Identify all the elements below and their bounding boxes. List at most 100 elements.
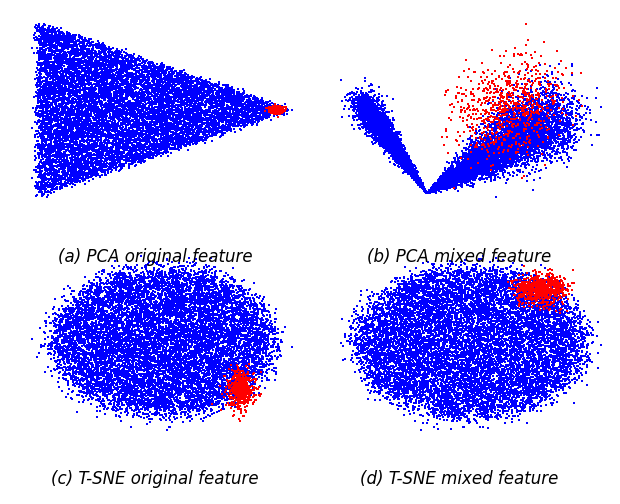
Point — [236, 105, 246, 113]
Point — [402, 165, 412, 173]
Point — [536, 290, 546, 298]
Point — [180, 142, 190, 150]
Point — [193, 351, 203, 359]
Point — [505, 321, 515, 329]
Point — [272, 105, 282, 113]
Point — [443, 178, 453, 186]
Point — [109, 135, 119, 143]
Point — [440, 176, 450, 184]
Point — [73, 352, 82, 360]
Point — [99, 372, 108, 380]
Point — [533, 106, 543, 114]
Point — [257, 301, 267, 309]
Point — [88, 146, 98, 154]
Point — [570, 345, 580, 353]
Point — [100, 362, 110, 370]
Point — [442, 331, 452, 339]
Point — [54, 374, 64, 382]
Point — [440, 182, 450, 190]
Point — [133, 352, 143, 360]
Point — [519, 371, 529, 380]
Point — [81, 93, 91, 101]
Point — [471, 167, 480, 175]
Point — [161, 360, 171, 368]
Point — [78, 290, 88, 298]
Point — [163, 282, 173, 290]
Point — [175, 133, 185, 141]
Point — [109, 296, 119, 304]
Point — [84, 168, 94, 176]
Point — [119, 57, 129, 66]
Point — [83, 74, 93, 82]
Point — [425, 188, 435, 196]
Point — [32, 104, 42, 112]
Point — [474, 358, 484, 366]
Point — [239, 347, 249, 355]
Point — [503, 146, 513, 154]
Point — [495, 140, 505, 148]
Point — [533, 118, 543, 127]
Point — [399, 309, 409, 318]
Point — [58, 162, 68, 170]
Point — [454, 322, 464, 330]
Point — [495, 136, 505, 144]
Point — [494, 290, 503, 298]
Point — [99, 390, 108, 398]
Point — [89, 155, 99, 163]
Point — [236, 330, 246, 338]
Point — [182, 92, 192, 100]
Point — [239, 316, 249, 324]
Point — [361, 108, 371, 116]
Point — [442, 178, 452, 186]
Point — [378, 132, 388, 140]
Point — [471, 171, 480, 179]
Point — [107, 371, 117, 379]
Point — [457, 343, 467, 351]
Point — [111, 350, 121, 358]
Point — [450, 176, 460, 184]
Point — [399, 305, 409, 313]
Point — [454, 173, 464, 181]
Point — [148, 277, 157, 285]
Point — [71, 295, 81, 303]
Point — [552, 391, 562, 399]
Point — [562, 320, 572, 328]
Point — [269, 337, 279, 345]
Point — [226, 115, 236, 123]
Point — [88, 345, 98, 353]
Point — [525, 344, 534, 352]
Point — [406, 166, 416, 174]
Point — [51, 183, 61, 191]
Point — [366, 119, 376, 127]
Point — [115, 150, 125, 158]
Point — [268, 103, 278, 111]
Point — [83, 131, 93, 139]
Point — [518, 368, 528, 376]
Point — [234, 350, 244, 358]
Point — [571, 347, 581, 355]
Point — [242, 91, 252, 99]
Point — [87, 49, 97, 57]
Point — [67, 138, 77, 146]
Point — [563, 328, 573, 336]
Point — [410, 271, 420, 279]
Point — [97, 61, 107, 69]
Point — [418, 184, 428, 192]
Point — [118, 335, 128, 343]
Point — [507, 131, 516, 139]
Point — [476, 130, 485, 138]
Point — [525, 145, 534, 153]
Point — [454, 308, 464, 316]
Point — [82, 380, 92, 388]
Point — [377, 113, 387, 121]
Point — [129, 370, 139, 379]
Point — [483, 344, 493, 352]
Point — [161, 351, 171, 359]
Point — [75, 365, 85, 373]
Point — [150, 324, 160, 332]
Point — [63, 370, 73, 379]
Point — [472, 152, 482, 160]
Point — [529, 272, 539, 280]
Point — [82, 97, 92, 105]
Point — [167, 272, 177, 280]
